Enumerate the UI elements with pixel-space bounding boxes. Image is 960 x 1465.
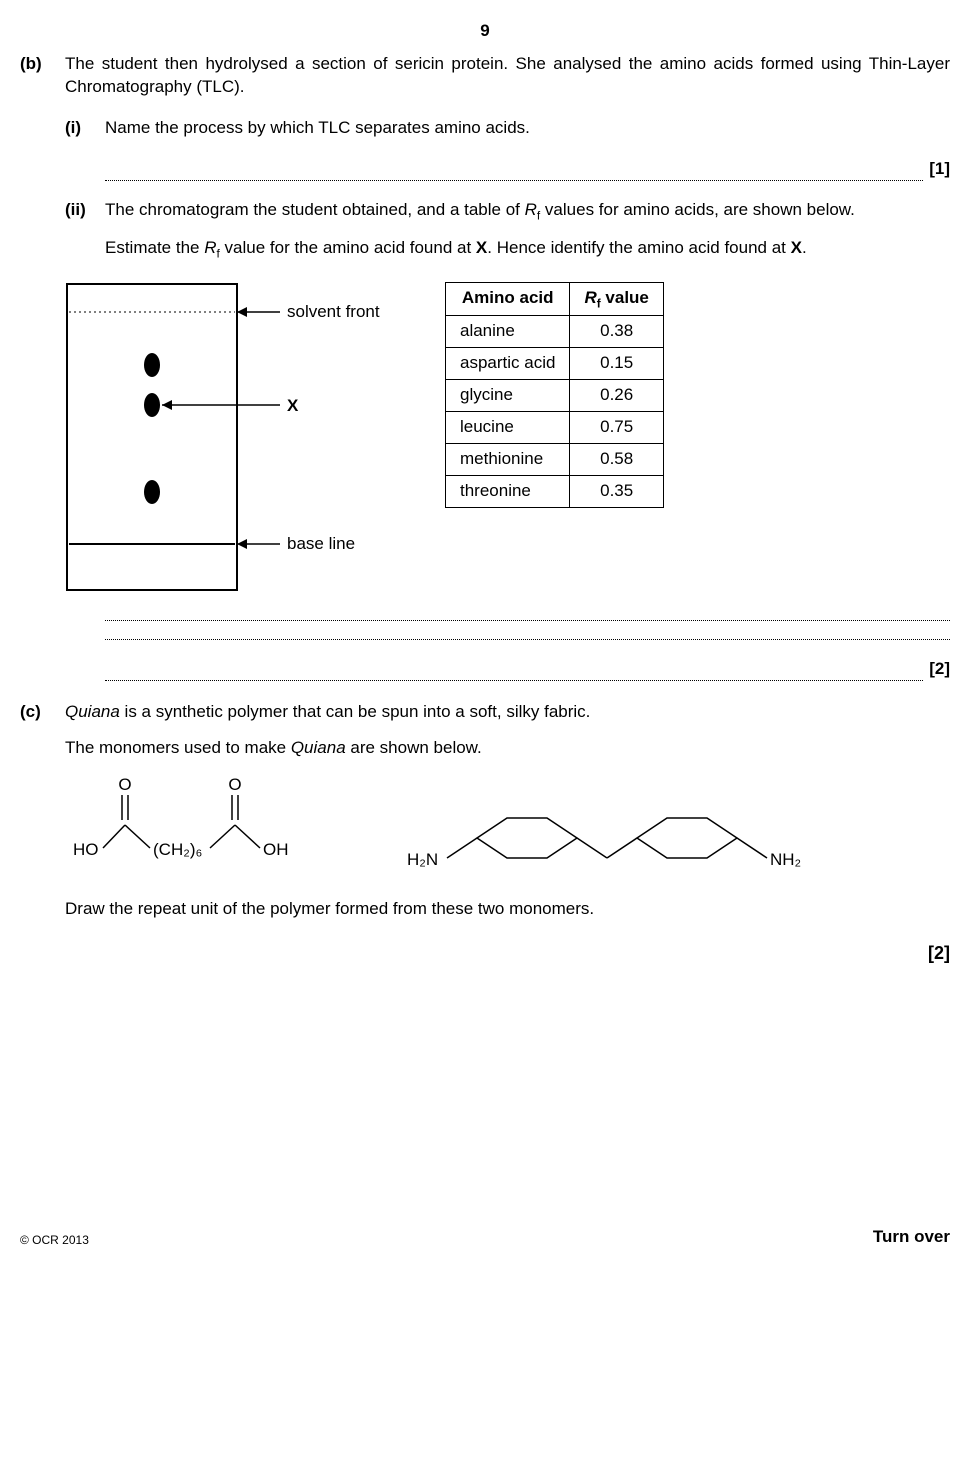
answer-line-b-ii-3[interactable]: [2] xyxy=(105,658,950,681)
tlc-diagram: solvent front X base line xyxy=(65,282,395,592)
svg-text:H₂N: H₂N xyxy=(407,850,438,869)
svg-text:O: O xyxy=(228,775,241,794)
label-base-line: base line xyxy=(287,534,355,553)
rf-table: Amino acid Rf value alanine0.38 aspartic… xyxy=(445,282,664,508)
part-c-p3: Draw the repeat unit of the polymer form… xyxy=(65,898,950,921)
rf-row-0-val: 0.38 xyxy=(570,316,663,348)
part-c-p2: The monomers used to make Quiana are sho… xyxy=(65,737,950,760)
rf-row-5-name: threonine xyxy=(446,475,570,507)
part-b-i-text: Name the process by which TLC separates … xyxy=(105,117,950,140)
part-c-marker: (c) xyxy=(20,701,65,724)
rf-row-2-name: glycine xyxy=(446,379,570,411)
rf-row-3-val: 0.75 xyxy=(570,411,663,443)
rf-row-4-name: methionine xyxy=(446,443,570,475)
monomer-diacid: O O HO (CH₂)₆ OH xyxy=(65,770,335,880)
rf-th-amino: Amino acid xyxy=(446,282,570,315)
svg-text:O: O xyxy=(118,775,131,794)
page-number: 9 xyxy=(20,20,950,43)
monomer-diamine: H₂N NH₂ xyxy=(405,780,825,880)
part-b-marker: (b) xyxy=(20,53,65,99)
svg-text:(CH₂)₆: (CH₂)₆ xyxy=(153,840,202,859)
svg-text:HO: HO xyxy=(73,840,99,859)
rf-row-1-val: 0.15 xyxy=(570,347,663,379)
answer-line-b-ii-1[interactable] xyxy=(105,620,950,621)
marks-c: [2] xyxy=(20,941,950,965)
label-solvent-front: solvent front xyxy=(287,302,380,321)
answer-line-b-i[interactable]: [1] xyxy=(105,158,950,181)
label-x: X xyxy=(287,396,299,415)
rf-th-value: Rf value xyxy=(570,282,663,315)
footer-turn-over: Turn over xyxy=(873,1226,950,1249)
marks-b-i: [1] xyxy=(923,158,950,181)
footer-copyright: © OCR 2013 xyxy=(20,1232,89,1248)
rf-row-0-name: alanine xyxy=(446,316,570,348)
rf-row-4-val: 0.58 xyxy=(570,443,663,475)
marks-b-ii: [2] xyxy=(923,658,950,681)
part-c-p1: Quiana is a synthetic polymer that can b… xyxy=(65,701,950,724)
rf-row-5-val: 0.35 xyxy=(570,475,663,507)
rf-row-1-name: aspartic acid xyxy=(446,347,570,379)
part-b-ii-p1: The chromatogram the student obtained, a… xyxy=(105,199,950,223)
part-b-ii-p2: Estimate the Rf value for the amino acid… xyxy=(105,237,950,261)
part-b-i-marker: (i) xyxy=(65,117,105,140)
answer-line-b-ii-2[interactable] xyxy=(105,639,950,640)
rf-row-2-val: 0.26 xyxy=(570,379,663,411)
svg-text:NH₂: NH₂ xyxy=(770,850,801,869)
part-b-ii-marker: (ii) xyxy=(65,199,105,223)
rf-row-3-name: leucine xyxy=(446,411,570,443)
part-b-intro: The student then hydrolysed a section of… xyxy=(65,53,950,99)
svg-text:OH: OH xyxy=(263,840,289,859)
